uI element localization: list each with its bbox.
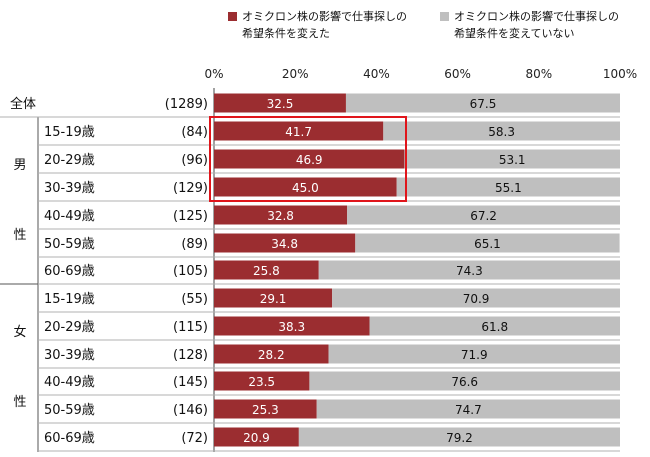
- bar-changed: [214, 288, 333, 308]
- data-label-unchanged: 53.1: [499, 153, 526, 167]
- legend-swatch-changed: [228, 12, 237, 21]
- data-label-changed: 32.5: [267, 97, 294, 111]
- bar-unchanged: [396, 177, 620, 197]
- bar-changed: [214, 316, 370, 336]
- data-label-changed: 38.3: [278, 320, 305, 334]
- bar-changed: [214, 93, 346, 113]
- data-label-changed: 45.0: [292, 181, 319, 195]
- bar-unchanged: [328, 344, 620, 364]
- bar-unchanged: [298, 427, 620, 447]
- bar-changed: [214, 177, 397, 197]
- group-label: 性: [13, 395, 26, 410]
- x-tick-label: 20%: [282, 67, 309, 81]
- data-label-changed: 25.8: [253, 264, 280, 278]
- data-label-unchanged: 79.2: [446, 431, 473, 445]
- category-label: 15-19歳: [44, 125, 95, 140]
- data-label-unchanged: 65.1: [474, 237, 501, 251]
- category-label: 30-39歳: [44, 348, 95, 363]
- x-tick-label: 60%: [444, 67, 471, 81]
- sample-size-label: (115): [173, 320, 208, 335]
- data-label-unchanged: 58.3: [488, 125, 515, 139]
- bar-changed: [214, 149, 405, 169]
- data-label-unchanged: 74.7: [455, 403, 482, 417]
- sample-size-label: (89): [181, 237, 208, 252]
- legend-label-changed-line2: 希望条件を変えた: [242, 27, 330, 40]
- bar-changed: [214, 371, 310, 391]
- sample-size-label: (1289): [165, 97, 208, 112]
- x-tick-label: 80%: [525, 67, 552, 81]
- bar-unchanged: [332, 288, 620, 308]
- sample-size-label: (146): [173, 403, 208, 418]
- bar-changed: [214, 121, 384, 141]
- data-label-changed: 34.8: [271, 237, 298, 251]
- data-label-changed: 28.2: [258, 348, 285, 362]
- category-label: 40-49歳: [44, 375, 95, 390]
- data-label-unchanged: 74.3: [456, 264, 483, 278]
- legend-swatch-unchanged: [440, 12, 449, 21]
- bar-unchanged: [345, 93, 620, 113]
- x-tick-label: 40%: [363, 67, 390, 81]
- category-label: 40-49歳: [44, 209, 95, 224]
- sample-size-label: (84): [181, 125, 208, 140]
- data-label-unchanged: 71.9: [461, 348, 488, 362]
- sample-size-label: (96): [181, 153, 208, 168]
- bar-unchanged: [355, 233, 620, 253]
- category-label: 20-29歳: [44, 153, 95, 168]
- x-tick-label: 100%: [603, 67, 637, 81]
- data-label-changed: 32.8: [267, 209, 294, 223]
- category-label: 15-19歳: [44, 292, 95, 307]
- data-label-unchanged: 67.2: [470, 209, 497, 223]
- legend-label-changed-line1: オミクロン株の影響で仕事探しの: [242, 10, 407, 23]
- bar-unchanged: [316, 399, 620, 419]
- sample-size-label: (128): [173, 348, 208, 363]
- data-label-unchanged: 67.5: [470, 97, 497, 111]
- data-label-changed: 20.9: [243, 431, 270, 445]
- data-label-changed: 25.3: [252, 403, 279, 417]
- category-label: 60-69歳: [44, 264, 95, 279]
- sample-size-label: (72): [181, 431, 208, 446]
- bar-unchanged: [318, 260, 620, 280]
- x-tick-label: 0%: [204, 67, 223, 81]
- bar-changed: [214, 427, 299, 447]
- bar-changed: [214, 260, 319, 280]
- group-label: 性: [13, 228, 26, 243]
- bar-changed: [214, 233, 356, 253]
- sample-size-label: (125): [173, 209, 208, 224]
- group-label: 女: [13, 324, 26, 340]
- group-label: 男: [13, 158, 26, 173]
- data-label-changed: 41.7: [285, 125, 312, 139]
- bar-unchanged: [369, 316, 620, 336]
- legend-label-unchanged-line2: 希望条件を変えていない: [454, 27, 575, 40]
- sample-size-label: (129): [173, 181, 208, 196]
- sample-size-label: (105): [173, 264, 208, 279]
- data-label-unchanged: 70.9: [463, 292, 490, 306]
- category-label: 30-39歳: [44, 181, 95, 196]
- bar-changed: [214, 344, 329, 364]
- data-label-unchanged: 55.1: [495, 181, 522, 195]
- bar-changed: [214, 205, 348, 225]
- bar-unchanged: [309, 371, 620, 391]
- bar-changed: [214, 399, 317, 419]
- category-label: 50-59歳: [44, 403, 95, 418]
- category-label: 50-59歳: [44, 237, 95, 252]
- sample-size-label: (55): [181, 292, 208, 307]
- data-label-unchanged: 61.8: [481, 320, 508, 334]
- category-label: 60-69歳: [44, 431, 95, 446]
- data-label-changed: 46.9: [296, 153, 323, 167]
- bar-unchanged: [404, 149, 620, 169]
- data-label-changed: 29.1: [260, 292, 287, 306]
- legend-label-unchanged-line1: オミクロン株の影響で仕事探しの: [454, 10, 619, 23]
- data-label-changed: 23.5: [248, 375, 275, 389]
- sample-size-label: (145): [173, 375, 208, 390]
- data-label-unchanged: 76.6: [451, 375, 478, 389]
- bar-unchanged: [383, 121, 620, 141]
- highlight-box: [209, 116, 407, 202]
- category-label: 全体: [10, 96, 36, 112]
- bar-unchanged: [347, 205, 620, 225]
- category-label: 20-29歳: [44, 320, 95, 335]
